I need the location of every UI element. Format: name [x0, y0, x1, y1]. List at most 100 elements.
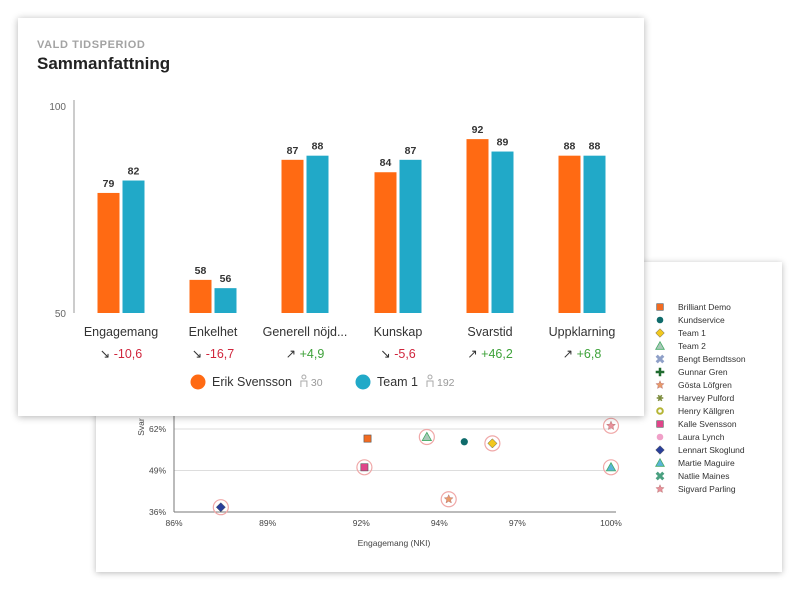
- legend-entry-label: Natlie Maines: [678, 471, 730, 481]
- x-tick-label: 86%: [165, 518, 182, 528]
- bar-value-label: 89: [497, 137, 509, 149]
- legend-marker: [656, 394, 664, 402]
- scatter-x-axis-label: Engagemang (NKI): [358, 538, 431, 548]
- delta-label: ↗ +4,9: [286, 347, 325, 361]
- legend-entry-label: Lennart Skoglund: [678, 445, 745, 455]
- highlight-ring: [602, 417, 620, 434]
- delta-label: ↗ +6,8: [563, 347, 602, 361]
- trend-arrow-icon: ↗: [467, 347, 481, 361]
- legend-marker: [656, 420, 664, 428]
- legend-series-name: Team 1: [377, 375, 418, 389]
- delta-value: -16,7: [206, 347, 235, 361]
- legend-marker: [655, 445, 665, 455]
- page-title: Sammanfattning: [37, 54, 171, 73]
- legend-series-name: Erik Svensson: [212, 375, 292, 389]
- bar: [466, 139, 489, 313]
- bar: [189, 279, 212, 313]
- legend-marker: [655, 484, 665, 494]
- y-tick-label: 50: [55, 309, 67, 320]
- legend-marker: [655, 471, 665, 481]
- scatter-point: [443, 493, 454, 504]
- delta-value: +4,9: [300, 347, 325, 361]
- scatter-point: [360, 463, 369, 472]
- bar: [306, 155, 329, 313]
- x-category-label: Enkelhet: [189, 325, 238, 339]
- x-category-label: Uppklarning: [549, 325, 616, 339]
- trend-arrow-icon: ↘: [380, 347, 394, 361]
- legend-marker: [655, 340, 665, 350]
- delta-label: ↘ -5,6: [380, 347, 416, 361]
- legend-marker: [655, 328, 665, 338]
- person-icon: [300, 374, 308, 387]
- scatter-point: [421, 431, 433, 441]
- legend-marker: [655, 380, 665, 390]
- x-tick-label: 97%: [509, 518, 526, 528]
- legend-entry-label: Kalle Svensson: [678, 419, 737, 429]
- scatter-point: [606, 420, 616, 431]
- legend-entry-label: Gunnar Gren: [678, 367, 728, 377]
- trend-arrow-icon: ↗: [286, 347, 300, 361]
- scatter-point: [460, 438, 468, 446]
- x-category-label: Svarstid: [467, 325, 512, 339]
- highlight-ring: [440, 491, 457, 508]
- x-category-label: Kunskap: [374, 325, 423, 339]
- trend-arrow-icon: ↘: [192, 347, 206, 361]
- legend-entry-label: Team 2: [678, 341, 706, 351]
- bar-value-label: 84: [380, 157, 392, 169]
- legend-entry-label: Gösta Löfgren: [678, 380, 732, 390]
- scatter-point: [363, 434, 372, 443]
- x-tick-label: 89%: [259, 518, 276, 528]
- legend-entry-label: Laura Lynch: [678, 432, 725, 442]
- delta-label: ↘ -10,6: [100, 347, 142, 361]
- highlight-ring: [484, 435, 501, 452]
- bar: [97, 192, 120, 313]
- x-category-label: Engagemang: [84, 325, 158, 339]
- bar-value-label: 79: [103, 178, 115, 190]
- legend-entry-label: Team 1: [678, 328, 706, 338]
- legend-respondent-count: 192: [437, 377, 455, 389]
- time-period-label: VALD TIDSPERIOD: [37, 39, 146, 51]
- scatter-chart: 62% 49% 36%86% 89% 92% 94% 97% 100% Brilliant D…: [136, 302, 746, 548]
- legend-entry-label: Brilliant Demo: [678, 302, 731, 312]
- scatter-y-axis-label: Svar: [136, 418, 146, 436]
- legend-entry-label: Kundservice: [678, 315, 725, 325]
- delta-value: +46,2: [481, 347, 513, 361]
- highlight-ring: [602, 459, 620, 476]
- bar: [399, 159, 422, 313]
- legend-entry-label: Bengt Berndtsson: [678, 354, 746, 364]
- bar-value-label: 87: [405, 145, 417, 157]
- delta-label: ↘ -16,7: [192, 347, 234, 361]
- legend-respondent-count: 30: [311, 377, 323, 389]
- y-tick-label: 62%: [149, 424, 166, 434]
- delta-label: ↗ +46,2: [467, 347, 513, 361]
- bar-value-label: 56: [220, 273, 232, 285]
- y-tick-label: 36%: [149, 507, 166, 517]
- legend-entry-label: Harvey Pulford: [678, 393, 734, 403]
- person-icon: [426, 374, 434, 387]
- scatter-point: [487, 438, 498, 449]
- bar-value-label: 58: [195, 265, 207, 277]
- legend-swatch: [190, 374, 206, 390]
- legend-marker: [655, 354, 665, 364]
- highlight-ring: [418, 428, 435, 446]
- legend-marker: [655, 367, 665, 377]
- bar-value-label: 88: [312, 141, 324, 153]
- legend-entry-label: Sigvard Parling: [678, 484, 736, 494]
- x-tick-label: 92%: [353, 518, 370, 528]
- y-tick-label: 49%: [149, 466, 166, 476]
- delta-value: -10,6: [114, 347, 143, 361]
- scatter-point: [605, 461, 617, 472]
- bar-value-label: 82: [128, 166, 140, 178]
- legend-marker: [656, 433, 664, 441]
- trend-arrow-icon: ↘: [100, 347, 114, 361]
- legend-entry-label: Martie Maguire: [678, 458, 735, 468]
- legend-marker: [655, 457, 665, 467]
- highlight-ring: [212, 499, 229, 516]
- legend-marker: [656, 303, 664, 311]
- legend-marker: [656, 407, 664, 415]
- x-tick-label: 94%: [431, 518, 448, 528]
- legend-swatch: [355, 374, 371, 390]
- bar: [558, 155, 581, 313]
- delta-value: +6,8: [577, 347, 602, 361]
- trend-arrow-icon: ↗: [563, 347, 577, 361]
